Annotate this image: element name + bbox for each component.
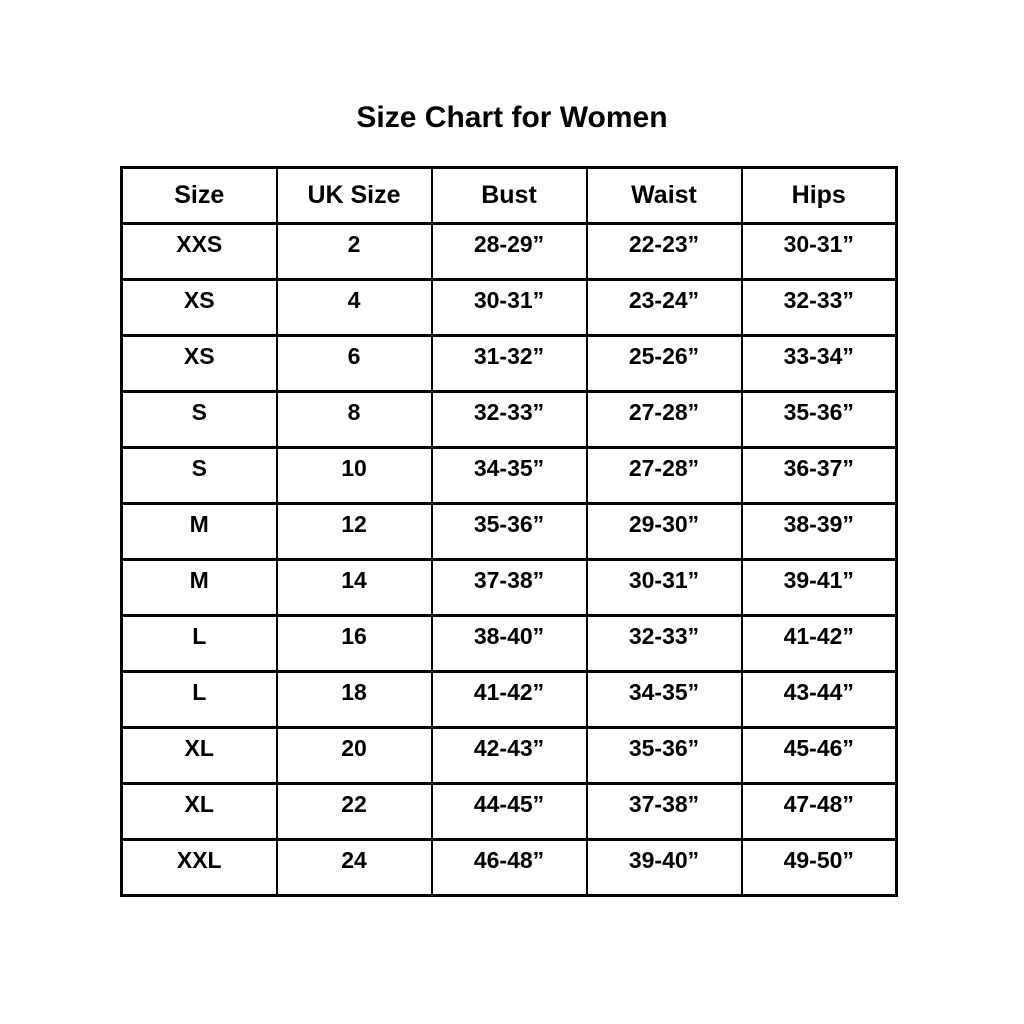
table-cell: 8 — [275, 390, 433, 449]
table-cell: 14 — [275, 558, 433, 617]
table-cell: L — [120, 670, 278, 729]
table-cell: 31-32” — [430, 334, 588, 393]
table-cell: 10 — [275, 446, 433, 505]
table-cell: 27-28” — [585, 446, 743, 505]
table-cell: 24 — [275, 838, 433, 897]
table-cell: 42-43” — [430, 726, 588, 785]
column-header-bust: Bust — [430, 166, 588, 225]
table-cell: 2 — [275, 222, 433, 281]
table-row: XS 4 30-31” 23-24” 32-33” — [120, 278, 898, 337]
table-cell: 22-23” — [585, 222, 743, 281]
column-header-uk-size: UK Size — [275, 166, 433, 225]
table-cell: 45-46” — [740, 726, 898, 785]
table-cell: 32-33” — [430, 390, 588, 449]
table-cell: 28-29” — [430, 222, 588, 281]
table-cell: 39-40” — [585, 838, 743, 897]
table-row: XXS 2 28-29” 22-23” 30-31” — [120, 222, 898, 281]
table-cell: 20 — [275, 726, 433, 785]
table-row: L 18 41-42” 34-35” 43-44” — [120, 670, 898, 729]
table-cell: M — [120, 558, 278, 617]
table-cell: 22 — [275, 782, 433, 841]
table-cell: 30-31” — [430, 278, 588, 337]
table-cell: 35-36” — [430, 502, 588, 561]
table-cell: XXS — [120, 222, 278, 281]
table-cell: XS — [120, 278, 278, 337]
table-cell: 34-35” — [430, 446, 588, 505]
table-cell: 36-37” — [740, 446, 898, 505]
table-cell: 30-31” — [740, 222, 898, 281]
table-cell: 34-35” — [585, 670, 743, 729]
table-cell: 47-48” — [740, 782, 898, 841]
table-cell: 35-36” — [740, 390, 898, 449]
table-body: XXS 2 28-29” 22-23” 30-31” XS 4 30-31” 23-24” 32-… — [120, 222, 898, 897]
table-cell: 27-28” — [585, 390, 743, 449]
table-cell: 44-45” — [430, 782, 588, 841]
table-cell: L — [120, 614, 278, 673]
table-cell: 38-40” — [430, 614, 588, 673]
table-cell: 32-33” — [585, 614, 743, 673]
table-row: XS 6 31-32” 25-26” 33-34” — [120, 334, 898, 393]
table-cell: 46-48” — [430, 838, 588, 897]
table-cell: S — [120, 390, 278, 449]
table-cell: 39-41” — [740, 558, 898, 617]
table-cell: M — [120, 502, 278, 561]
table-cell: 32-33” — [740, 278, 898, 337]
table-cell: 16 — [275, 614, 433, 673]
table-row: XXL 24 46-48” 39-40” 49-50” — [120, 838, 898, 897]
table-cell: 29-30” — [585, 502, 743, 561]
page-title: Size Chart for Women — [356, 101, 668, 134]
table-cell: 41-42” — [430, 670, 588, 729]
table-cell: 6 — [275, 334, 433, 393]
table-cell: 23-24” — [585, 278, 743, 337]
table-row: L 16 38-40” 32-33” 41-42” — [120, 614, 898, 673]
table-cell: 4 — [275, 278, 433, 337]
table-cell: 35-36” — [585, 726, 743, 785]
table-row: XL 22 44-45” 37-38” 47-48” — [120, 782, 898, 841]
column-header-size: Size — [120, 166, 278, 225]
table-cell: 37-38” — [430, 558, 588, 617]
table-header-row: Size UK Size Bust Waist Hips — [120, 166, 898, 225]
table-cell: 30-31” — [585, 558, 743, 617]
size-chart-table-container: Size UK Size Bust Waist Hips XXS 2 28-29” 2… — [120, 166, 898, 897]
column-header-hips: Hips — [740, 166, 898, 225]
size-chart-table: Size UK Size Bust Waist Hips XXS 2 28-29” 2… — [120, 166, 898, 897]
table-header: Size UK Size Bust Waist Hips — [120, 166, 898, 225]
table-cell: 18 — [275, 670, 433, 729]
table-cell: 43-44” — [740, 670, 898, 729]
table-row: M 12 35-36” 29-30” 38-39” — [120, 502, 898, 561]
table-cell: 49-50” — [740, 838, 898, 897]
table-cell: 41-42” — [740, 614, 898, 673]
table-cell: 38-39” — [740, 502, 898, 561]
table-row: M 14 37-38” 30-31” 39-41” — [120, 558, 898, 617]
table-cell: 33-34” — [740, 334, 898, 393]
table-row: S 10 34-35” 27-28” 36-37” — [120, 446, 898, 505]
table-cell: 25-26” — [585, 334, 743, 393]
table-cell: S — [120, 446, 278, 505]
table-cell: 12 — [275, 502, 433, 561]
table-cell: 37-38” — [585, 782, 743, 841]
table-cell: XL — [120, 726, 278, 785]
table-cell: XS — [120, 334, 278, 393]
table-row: S 8 32-33” 27-28” 35-36” — [120, 390, 898, 449]
table-row: XL 20 42-43” 35-36” 45-46” — [120, 726, 898, 785]
column-header-waist: Waist — [585, 166, 743, 225]
table-cell: XL — [120, 782, 278, 841]
table-cell: XXL — [120, 838, 278, 897]
